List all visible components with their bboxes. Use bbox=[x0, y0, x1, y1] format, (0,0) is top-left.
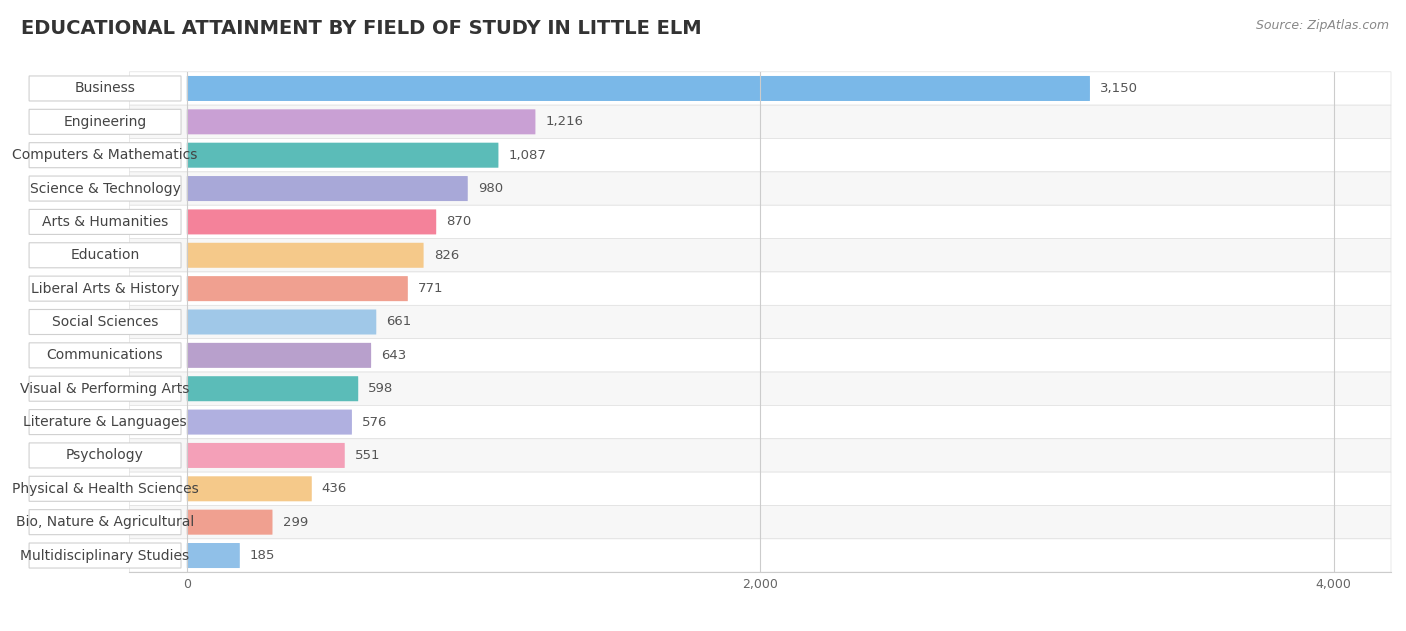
FancyBboxPatch shape bbox=[187, 243, 423, 268]
FancyBboxPatch shape bbox=[30, 376, 181, 401]
Text: Source: ZipAtlas.com: Source: ZipAtlas.com bbox=[1256, 19, 1389, 32]
FancyBboxPatch shape bbox=[30, 343, 181, 368]
FancyBboxPatch shape bbox=[30, 410, 181, 435]
FancyBboxPatch shape bbox=[30, 76, 181, 101]
Text: 576: 576 bbox=[361, 416, 387, 428]
FancyBboxPatch shape bbox=[129, 172, 1391, 205]
Text: Communications: Communications bbox=[46, 348, 163, 362]
FancyBboxPatch shape bbox=[129, 472, 1391, 505]
FancyBboxPatch shape bbox=[187, 476, 312, 501]
FancyBboxPatch shape bbox=[187, 276, 408, 301]
Text: 661: 661 bbox=[387, 316, 412, 329]
FancyBboxPatch shape bbox=[187, 76, 1090, 101]
FancyBboxPatch shape bbox=[129, 72, 1391, 105]
FancyBboxPatch shape bbox=[30, 209, 181, 235]
FancyBboxPatch shape bbox=[30, 276, 181, 301]
FancyBboxPatch shape bbox=[187, 410, 352, 435]
Text: Business: Business bbox=[75, 81, 135, 95]
FancyBboxPatch shape bbox=[187, 176, 468, 201]
FancyBboxPatch shape bbox=[129, 139, 1391, 172]
Text: 826: 826 bbox=[433, 249, 458, 262]
Text: 598: 598 bbox=[368, 382, 394, 395]
FancyBboxPatch shape bbox=[187, 109, 536, 134]
Text: Physical & Health Sciences: Physical & Health Sciences bbox=[11, 482, 198, 496]
FancyBboxPatch shape bbox=[187, 376, 359, 401]
Text: Liberal Arts & History: Liberal Arts & History bbox=[31, 281, 179, 296]
FancyBboxPatch shape bbox=[129, 505, 1391, 539]
FancyBboxPatch shape bbox=[129, 105, 1391, 139]
FancyBboxPatch shape bbox=[187, 443, 344, 468]
FancyBboxPatch shape bbox=[129, 405, 1391, 439]
Text: 185: 185 bbox=[250, 549, 276, 562]
FancyBboxPatch shape bbox=[129, 372, 1391, 405]
Text: 1,216: 1,216 bbox=[546, 115, 583, 128]
Text: Social Sciences: Social Sciences bbox=[52, 315, 159, 329]
FancyBboxPatch shape bbox=[129, 539, 1391, 572]
Text: Literature & Languages: Literature & Languages bbox=[24, 415, 187, 429]
FancyBboxPatch shape bbox=[187, 343, 371, 368]
Text: Multidisciplinary Studies: Multidisciplinary Studies bbox=[21, 548, 190, 562]
FancyBboxPatch shape bbox=[30, 143, 181, 168]
FancyBboxPatch shape bbox=[129, 205, 1391, 239]
Text: EDUCATIONAL ATTAINMENT BY FIELD OF STUDY IN LITTLE ELM: EDUCATIONAL ATTAINMENT BY FIELD OF STUDY… bbox=[21, 19, 702, 38]
Text: Visual & Performing Arts: Visual & Performing Arts bbox=[20, 382, 190, 396]
FancyBboxPatch shape bbox=[187, 543, 240, 568]
FancyBboxPatch shape bbox=[187, 309, 377, 334]
Text: 870: 870 bbox=[446, 215, 471, 228]
FancyBboxPatch shape bbox=[30, 109, 181, 134]
FancyBboxPatch shape bbox=[30, 176, 181, 201]
Text: Science & Technology: Science & Technology bbox=[30, 182, 180, 196]
FancyBboxPatch shape bbox=[129, 239, 1391, 272]
FancyBboxPatch shape bbox=[30, 309, 181, 334]
Text: Computers & Mathematics: Computers & Mathematics bbox=[13, 148, 198, 162]
Text: 3,150: 3,150 bbox=[1099, 82, 1137, 95]
FancyBboxPatch shape bbox=[30, 510, 181, 534]
FancyBboxPatch shape bbox=[30, 543, 181, 568]
FancyBboxPatch shape bbox=[187, 209, 436, 235]
Text: Psychology: Psychology bbox=[66, 449, 143, 463]
Text: 1,087: 1,087 bbox=[509, 149, 547, 162]
FancyBboxPatch shape bbox=[30, 443, 181, 468]
FancyBboxPatch shape bbox=[187, 510, 273, 534]
Text: 771: 771 bbox=[418, 282, 443, 295]
FancyBboxPatch shape bbox=[129, 339, 1391, 372]
FancyBboxPatch shape bbox=[187, 143, 499, 168]
Text: 551: 551 bbox=[354, 449, 380, 462]
FancyBboxPatch shape bbox=[129, 439, 1391, 472]
FancyBboxPatch shape bbox=[129, 305, 1391, 339]
Text: Education: Education bbox=[70, 248, 139, 262]
FancyBboxPatch shape bbox=[30, 476, 181, 501]
Text: Arts & Humanities: Arts & Humanities bbox=[42, 215, 169, 229]
FancyBboxPatch shape bbox=[129, 272, 1391, 305]
Text: Bio, Nature & Agricultural: Bio, Nature & Agricultural bbox=[15, 515, 194, 529]
Text: 980: 980 bbox=[478, 182, 503, 195]
Text: 436: 436 bbox=[322, 482, 347, 495]
Text: Engineering: Engineering bbox=[63, 115, 146, 129]
FancyBboxPatch shape bbox=[30, 243, 181, 268]
Text: 643: 643 bbox=[381, 349, 406, 362]
Text: 299: 299 bbox=[283, 516, 308, 529]
